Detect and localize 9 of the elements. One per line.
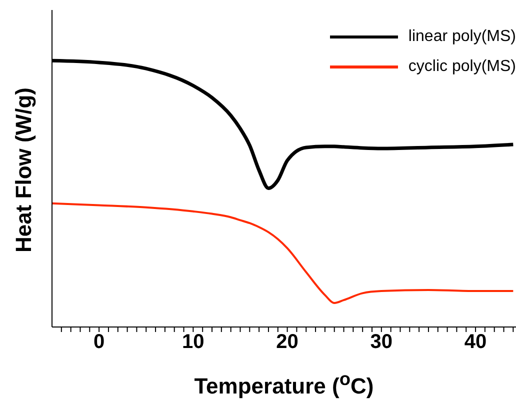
y-axis-title: Heat Flow (W/g) xyxy=(11,88,37,252)
legend-label: cyclic poly(MS) xyxy=(408,58,516,76)
legend-label: linear poly(MS) xyxy=(408,28,516,46)
x-tick-label: 0 xyxy=(93,331,105,354)
x-tick-label: 40 xyxy=(464,331,487,354)
x-tick-label: 10 xyxy=(182,331,204,354)
x-tick-label: 20 xyxy=(276,331,298,354)
x-axis-title: Temperature ($^{o}$C) xyxy=(193,368,375,400)
x-tick-label: 30 xyxy=(370,331,393,354)
